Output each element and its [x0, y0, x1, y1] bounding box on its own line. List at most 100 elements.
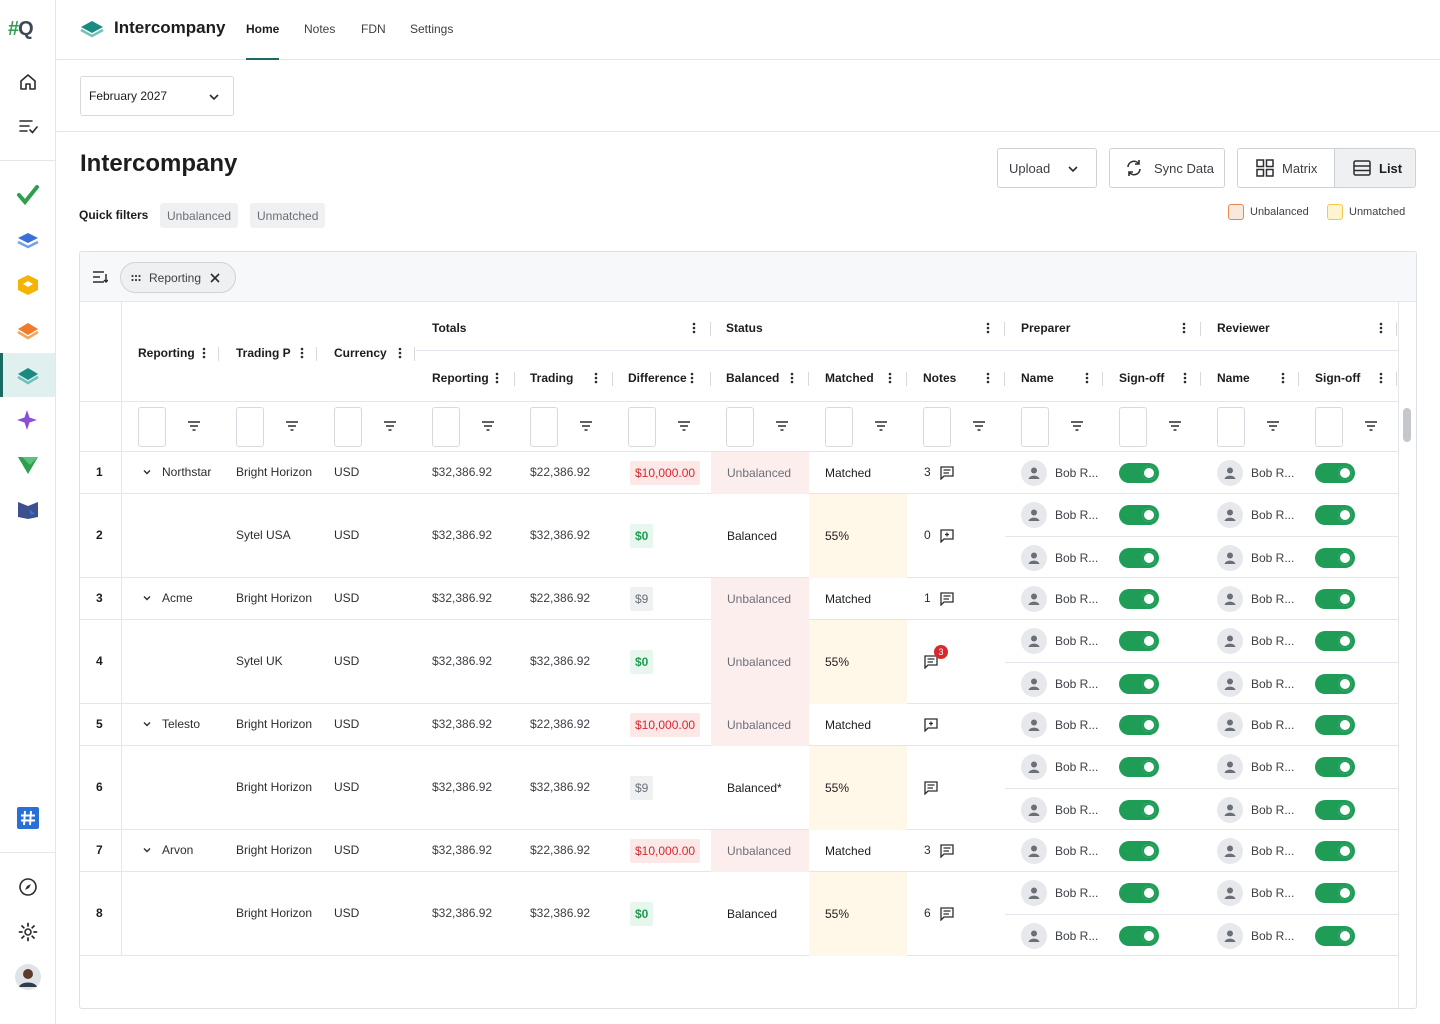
- chevron-down-icon[interactable]: [142, 593, 152, 603]
- reviewer-signoff-toggle[interactable]: [1315, 883, 1355, 903]
- user-avatar[interactable]: [0, 955, 55, 999]
- preparer-name[interactable]: Bob R...: [1055, 718, 1099, 732]
- reviewer-signoff-toggle[interactable]: [1315, 841, 1355, 861]
- preparer-signoff-toggle[interactable]: [1119, 757, 1159, 777]
- preparer-signoff-toggle[interactable]: [1119, 841, 1159, 861]
- upload-button[interactable]: Upload: [997, 148, 1097, 188]
- reviewer-signoff-toggle[interactable]: [1315, 463, 1355, 483]
- preparer-name[interactable]: Bob R...: [1055, 803, 1099, 817]
- note-icon[interactable]: [940, 844, 954, 858]
- period-select[interactable]: February 2027: [80, 76, 234, 116]
- filter-icon[interactable]: [580, 421, 592, 431]
- note-icon[interactable]: [940, 466, 954, 480]
- drag-handle-icon[interactable]: [131, 274, 141, 282]
- column-filter-input[interactable]: [1021, 407, 1049, 447]
- column-menu-icon[interactable]: [1379, 372, 1383, 384]
- column-filter-input[interactable]: [825, 407, 853, 447]
- reviewer-name[interactable]: Bob R...: [1251, 466, 1295, 480]
- column-filter-input[interactable]: [628, 407, 656, 447]
- column-filter-input[interactable]: [236, 407, 264, 447]
- reviewer-name[interactable]: Bob R...: [1251, 592, 1295, 606]
- column-filter-input[interactable]: [138, 407, 166, 447]
- column-menu-icon[interactable]: [692, 322, 696, 334]
- layers-app-icon[interactable]: [0, 218, 55, 262]
- reviewer-name[interactable]: Bob R...: [1251, 677, 1295, 691]
- column-filter-input[interactable]: [726, 407, 754, 447]
- filter-icon[interactable]: [776, 421, 788, 431]
- column-filter-input[interactable]: [530, 407, 558, 447]
- vertical-scrollbar[interactable]: [1398, 402, 1416, 1008]
- quick-filter-unbalanced[interactable]: Unbalanced: [160, 203, 239, 228]
- table-row[interactable]: 5 Unbalanced Matched Telesto Bright Horizon U…: [80, 704, 1398, 746]
- reviewer-signoff-toggle[interactable]: [1315, 505, 1355, 525]
- table-row[interactable]: 7 Unbalanced Matched Arvon Bright Horizon USD…: [80, 830, 1398, 872]
- column-filter-input[interactable]: [1217, 407, 1245, 447]
- filter-icon[interactable]: [1267, 421, 1279, 431]
- preparer-name[interactable]: Bob R...: [1055, 929, 1099, 943]
- column-menu-icon[interactable]: [300, 347, 304, 359]
- preparer-signoff-toggle[interactable]: [1119, 926, 1159, 946]
- preparer-name[interactable]: Bob R...: [1055, 508, 1099, 522]
- filter-icon[interactable]: [875, 421, 887, 431]
- column-menu-icon[interactable]: [986, 372, 990, 384]
- list-view-button[interactable]: List: [1334, 148, 1416, 188]
- note-icon[interactable]: [940, 592, 954, 606]
- table-row[interactable]: 4 Unbalanced 55% Sytel UK USD $32,386.92 $32,3…: [80, 620, 1398, 704]
- horizontal-scrollbar[interactable]: [80, 1008, 1398, 1009]
- preparer-name[interactable]: Bob R...: [1055, 592, 1099, 606]
- header-balanced[interactable]: Balanced: [726, 371, 780, 385]
- tab-home[interactable]: Home: [246, 22, 280, 60]
- compass-icon[interactable]: [0, 865, 55, 909]
- preparer-name[interactable]: Bob R...: [1055, 760, 1099, 774]
- header-tot-difference[interactable]: Difference: [628, 371, 687, 385]
- quick-filter-unmatched[interactable]: Unmatched: [250, 203, 326, 228]
- header-tot-reporting[interactable]: Reporting: [432, 371, 489, 385]
- preparer-signoff-toggle[interactable]: [1119, 631, 1159, 651]
- tab-fdn[interactable]: FDN: [361, 22, 386, 36]
- column-menu-icon[interactable]: [690, 372, 694, 384]
- chevron-down-icon[interactable]: [142, 467, 152, 477]
- preparer-signoff-toggle[interactable]: [1119, 505, 1159, 525]
- preparer-signoff-toggle[interactable]: [1119, 715, 1159, 735]
- hash-app-icon[interactable]: [0, 796, 55, 840]
- filter-icon[interactable]: [188, 421, 200, 431]
- reviewer-signoff-toggle[interactable]: [1315, 674, 1355, 694]
- header-rev-name[interactable]: Name: [1217, 371, 1250, 385]
- column-menu-icon[interactable]: [495, 372, 499, 384]
- note-icon[interactable]: [924, 781, 938, 795]
- sync-data-button[interactable]: Sync Data: [1109, 148, 1225, 188]
- book-app-icon[interactable]: [0, 488, 55, 532]
- preparer-name[interactable]: Bob R...: [1055, 466, 1099, 480]
- header-prep-signoff[interactable]: Sign-off: [1119, 371, 1165, 385]
- reviewer-name[interactable]: Bob R...: [1251, 886, 1295, 900]
- preparer-signoff-toggle[interactable]: [1119, 800, 1159, 820]
- reviewer-signoff-toggle[interactable]: [1315, 548, 1355, 568]
- reviewer-signoff-toggle[interactable]: [1315, 926, 1355, 946]
- reviewer-name[interactable]: Bob R...: [1251, 634, 1295, 648]
- column-filter-input[interactable]: [432, 407, 460, 447]
- header-notes[interactable]: Notes: [923, 371, 957, 385]
- column-menu-icon[interactable]: [888, 372, 892, 384]
- gear-icon[interactable]: [0, 910, 55, 954]
- sparkle-app-icon[interactable]: [0, 398, 55, 442]
- group-chip-reporting[interactable]: Reporting: [120, 262, 236, 293]
- reviewer-signoff-toggle[interactable]: [1315, 715, 1355, 735]
- table-row[interactable]: 8 Balanced 55% Bright Horizon USD $32,386.92 $…: [80, 872, 1398, 956]
- chevron-down-icon[interactable]: [142, 719, 152, 729]
- box-app-icon[interactable]: [0, 263, 55, 307]
- reviewer-name[interactable]: Bob R...: [1251, 929, 1295, 943]
- column-filter-input[interactable]: [1119, 407, 1147, 447]
- preparer-signoff-toggle[interactable]: [1119, 883, 1159, 903]
- column-menu-icon[interactable]: [1379, 322, 1383, 334]
- funnel-app-icon[interactable]: [0, 443, 55, 487]
- preparer-name[interactable]: Bob R...: [1055, 844, 1099, 858]
- column-filter-input[interactable]: [923, 407, 951, 447]
- preparer-signoff-toggle[interactable]: [1119, 548, 1159, 568]
- reviewer-signoff-toggle[interactable]: [1315, 631, 1355, 651]
- check-app-icon[interactable]: [0, 173, 55, 217]
- column-menu-icon[interactable]: [398, 347, 402, 359]
- reviewer-name[interactable]: Bob R...: [1251, 551, 1295, 565]
- preparer-signoff-toggle[interactable]: [1119, 674, 1159, 694]
- header-prep-name[interactable]: Name: [1021, 371, 1054, 385]
- reviewer-name[interactable]: Bob R...: [1251, 803, 1295, 817]
